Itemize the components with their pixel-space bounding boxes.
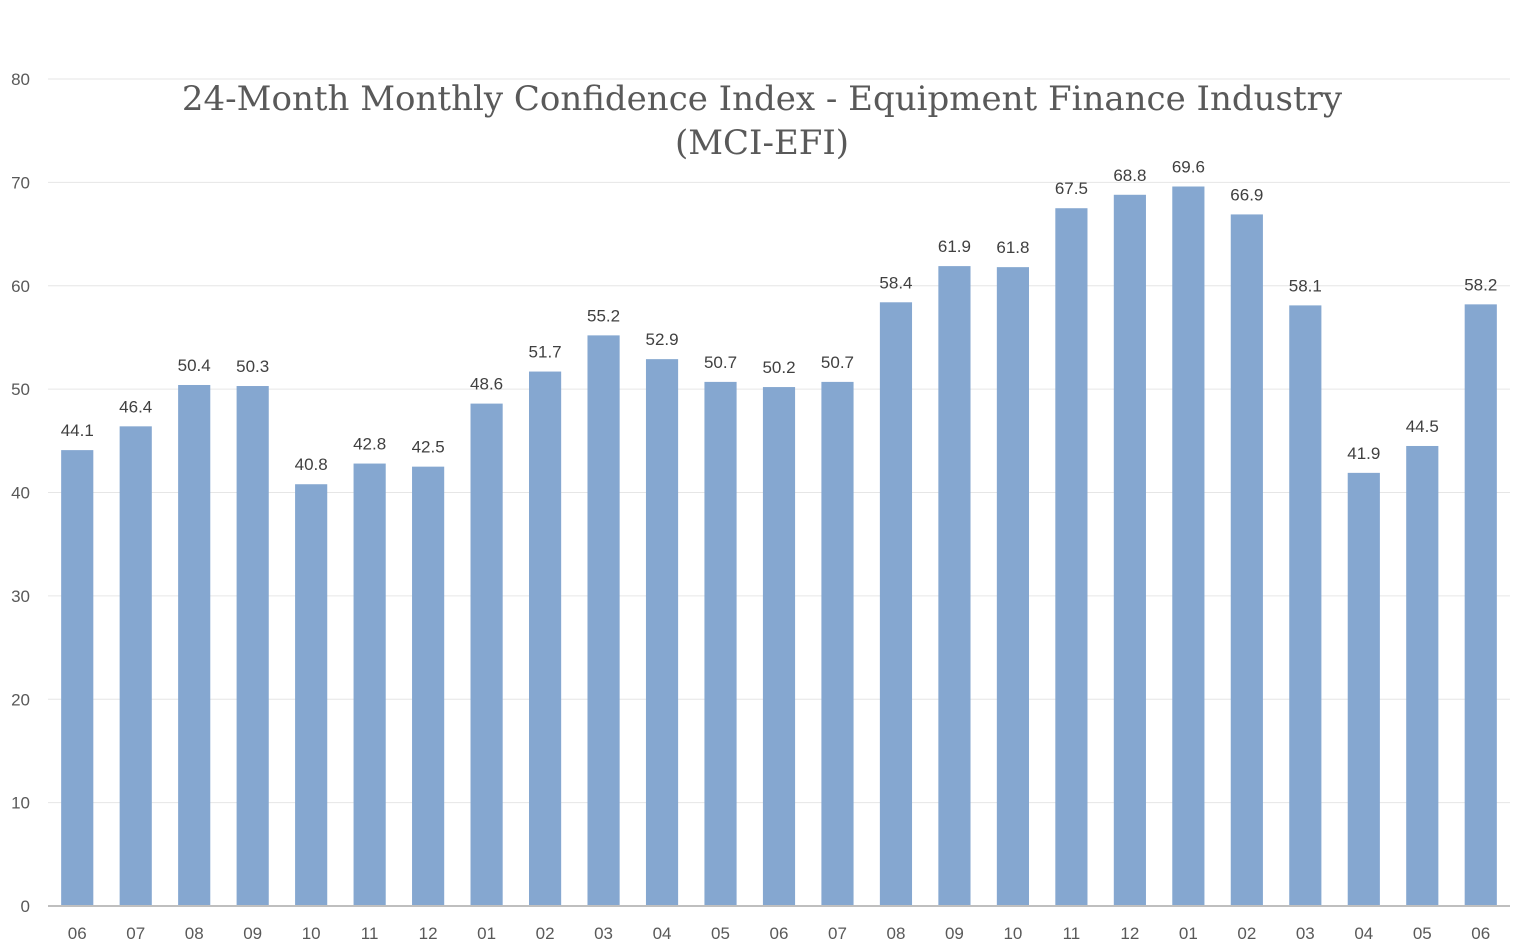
data-label: 55.2 xyxy=(587,306,620,325)
y-tick-label: 20 xyxy=(11,690,30,709)
bar xyxy=(236,386,269,906)
bar xyxy=(587,335,620,906)
bar xyxy=(762,387,796,906)
bar xyxy=(470,403,503,906)
data-label: 41.9 xyxy=(1347,444,1380,463)
x-tick-label: 04 xyxy=(1354,924,1373,943)
bars xyxy=(61,186,1497,907)
y-tick-label: 60 xyxy=(11,277,30,296)
x-tick-label: 05 xyxy=(1413,924,1432,943)
bar xyxy=(821,381,854,906)
bar xyxy=(1347,472,1380,906)
chart-title: 24-Month Monthly Confidence Index - Equi… xyxy=(182,79,1343,119)
bar xyxy=(1230,214,1263,906)
y-axis-ticks: 0 10 20 30 40 50 60 70 80 xyxy=(11,70,30,916)
bar xyxy=(1172,186,1205,906)
x-tick-label: 07 xyxy=(828,924,847,943)
data-label: 58.1 xyxy=(1289,276,1322,295)
data-label: 50.7 xyxy=(821,353,854,372)
data-label: 58.4 xyxy=(879,273,912,292)
bar xyxy=(61,450,94,906)
bar xyxy=(295,484,328,906)
bar xyxy=(996,267,1030,907)
x-tick-label: 05 xyxy=(711,924,730,943)
y-tick-label: 10 xyxy=(11,794,30,813)
x-tick-label: 01 xyxy=(1179,924,1198,943)
y-tick-label: 50 xyxy=(11,380,30,399)
data-label: 42.5 xyxy=(412,438,445,457)
bar xyxy=(645,359,679,906)
x-tick-label: 06 xyxy=(1471,924,1490,943)
y-tick-label: 80 xyxy=(11,70,30,89)
bar xyxy=(178,384,211,906)
bar xyxy=(1055,208,1088,906)
data-label: 52.9 xyxy=(645,330,678,349)
bar xyxy=(1113,194,1146,906)
data-label: 66.9 xyxy=(1230,185,1263,204)
data-label: 40.8 xyxy=(295,455,328,474)
x-tick-label: 03 xyxy=(594,924,613,943)
x-tick-label: 09 xyxy=(945,924,964,943)
bar xyxy=(1464,304,1497,906)
data-label: 58.2 xyxy=(1464,275,1497,294)
x-tick-label: 02 xyxy=(1237,924,1256,943)
data-label: 44.1 xyxy=(61,421,94,440)
data-label: 50.2 xyxy=(762,358,795,377)
x-tick-label: 03 xyxy=(1296,924,1315,943)
x-tick-label: 06 xyxy=(68,924,87,943)
x-tick-label: 12 xyxy=(1120,924,1139,943)
data-label: 61.9 xyxy=(938,237,971,256)
data-labels: 44.1 46.4 50.4 50.3 40.8 42.8 42.5 48.6 51.7 55.2… xyxy=(61,158,1498,475)
x-tick-label: 10 xyxy=(302,924,321,943)
data-label: 68.8 xyxy=(1113,166,1146,185)
x-tick-label: 09 xyxy=(243,924,262,943)
x-tick-label: 10 xyxy=(1003,924,1022,943)
bar xyxy=(1289,305,1322,906)
x-tick-label: 02 xyxy=(536,924,555,943)
data-label: 67.5 xyxy=(1055,179,1088,198)
y-tick-label: 70 xyxy=(11,173,30,192)
x-tick-label: 11 xyxy=(1063,924,1081,943)
data-label: 50.4 xyxy=(178,356,211,375)
bar xyxy=(528,371,562,906)
bar xyxy=(412,466,445,906)
bar xyxy=(119,426,152,906)
data-label: 51.7 xyxy=(529,343,562,362)
data-label: 42.8 xyxy=(353,435,386,454)
bar xyxy=(353,463,386,906)
x-tick-label: 04 xyxy=(653,924,672,943)
data-label: 46.4 xyxy=(119,397,152,416)
y-tick-label: 0 xyxy=(21,897,30,916)
y-tick-label: 30 xyxy=(11,587,30,606)
x-tick-label: 08 xyxy=(185,924,204,943)
data-label: 48.6 xyxy=(470,375,503,394)
data-label: 69.6 xyxy=(1172,158,1205,177)
x-axis-ticks: 06 07 08 09 10 11 12 01 02 03 04 05 06 07 08 09 10 11 12 01… xyxy=(68,924,1490,943)
data-label: 61.8 xyxy=(996,238,1029,257)
data-label: 50.7 xyxy=(704,353,737,372)
x-tick-label: 06 xyxy=(770,924,789,943)
x-tick-label: 11 xyxy=(361,924,379,943)
x-tick-label: 12 xyxy=(419,924,438,943)
data-label: 44.5 xyxy=(1406,417,1439,436)
y-tick-label: 40 xyxy=(11,484,30,503)
bar xyxy=(1406,445,1439,906)
bar xyxy=(704,381,737,906)
bar xyxy=(879,302,913,906)
x-tick-label: 07 xyxy=(126,924,145,943)
x-tick-label: 01 xyxy=(477,924,496,943)
data-label: 50.3 xyxy=(236,357,269,376)
x-tick-label: 08 xyxy=(886,924,905,943)
chart-title-line2: (MCI-EFI) xyxy=(675,123,849,163)
bar xyxy=(938,266,971,906)
